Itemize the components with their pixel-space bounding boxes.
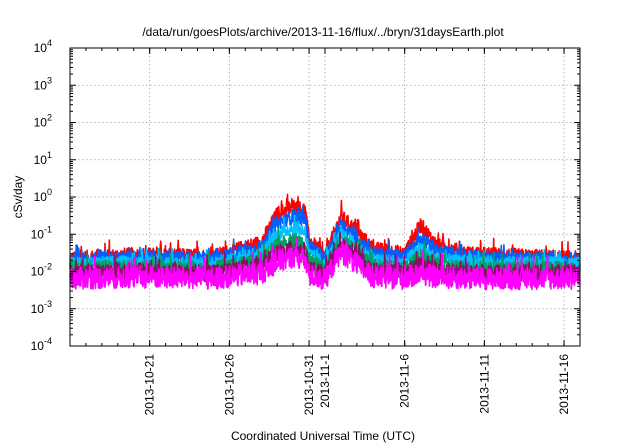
x-tick-label: 2013-10-26 — [222, 354, 236, 416]
x-tick-label: 2013-11-1 — [318, 354, 332, 408]
chart-title: /data/run/goesPlots/archive/2013-11-16/f… — [142, 25, 504, 39]
series-group — [69, 193, 581, 291]
y-tick-label: 100 — [34, 187, 52, 204]
y-tick-label: 104 — [34, 38, 52, 55]
y-tick-label: 10-4 — [31, 336, 52, 353]
x-axis: 2013-10-21 2013-10-26 2013-10-31 2013-11-1 2… — [69, 48, 581, 416]
x-tick-label: 2013-10-31 — [302, 354, 316, 416]
y-tick-label: 10-3 — [31, 299, 52, 316]
y-tick-label: 102 — [34, 113, 52, 130]
x-tick-label: 2013-11-6 — [398, 354, 412, 408]
y-tick-label: 103 — [34, 75, 52, 92]
grid — [70, 48, 580, 346]
x-tick-label: 2013-10-21 — [143, 354, 157, 416]
series-line-6 — [69, 236, 581, 291]
x-tick-label: 2013-11-16 — [557, 354, 571, 415]
x-tick-label: 2013-11-11 — [477, 354, 491, 414]
x-axis-label: Coordinated Universal Time (UTC) — [231, 429, 415, 443]
y-tick-label: 10-2 — [31, 262, 52, 279]
y-tick-label: 10-1 — [31, 224, 52, 241]
y-tick-label: 101 — [34, 150, 52, 167]
y-axis: 10-4 10-3 10-2 10-1 100 101 102 103 104 — [31, 38, 580, 353]
y-axis-label: cSv/day — [11, 176, 25, 219]
